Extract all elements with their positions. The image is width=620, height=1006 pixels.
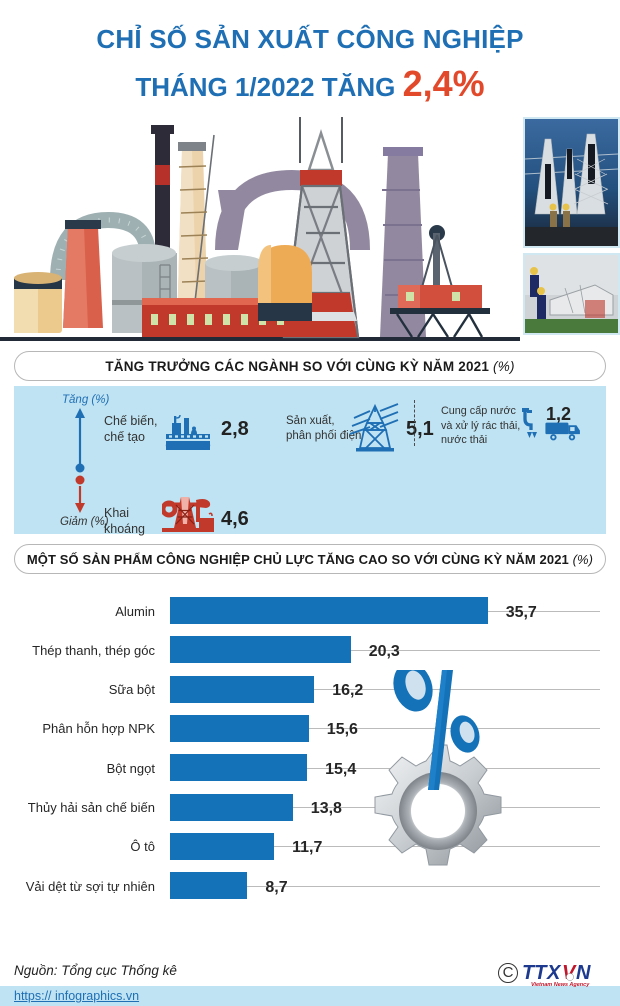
svg-text:X: X xyxy=(546,962,562,984)
svg-text:N: N xyxy=(576,962,591,984)
svg-text:Vietnam News Agency: Vietnam News Agency xyxy=(531,982,590,987)
svg-text:TT: TT xyxy=(522,962,548,984)
